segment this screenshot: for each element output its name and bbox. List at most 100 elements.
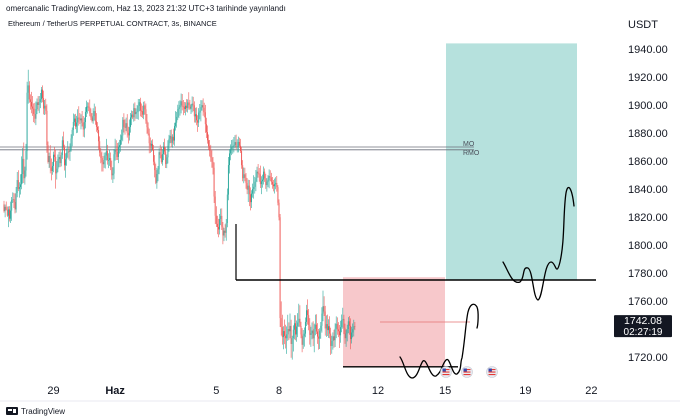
candle[interactable] bbox=[337, 322, 339, 338]
candle[interactable] bbox=[291, 335, 293, 360]
candle[interactable] bbox=[280, 301, 282, 336]
candle[interactable] bbox=[216, 215, 218, 235]
candle[interactable] bbox=[79, 112, 81, 125]
candle[interactable] bbox=[156, 167, 158, 189]
candle[interactable] bbox=[164, 138, 166, 155]
candle[interactable] bbox=[24, 166, 26, 185]
candle[interactable] bbox=[125, 117, 127, 132]
candle[interactable] bbox=[241, 146, 243, 169]
candle[interactable] bbox=[229, 149, 230, 174]
candle[interactable] bbox=[169, 130, 171, 144]
candle[interactable] bbox=[76, 115, 78, 134]
candle[interactable] bbox=[326, 314, 328, 336]
candle[interactable] bbox=[163, 142, 164, 161]
candle[interactable] bbox=[298, 303, 300, 327]
candle[interactable] bbox=[271, 176, 273, 189]
candle[interactable] bbox=[101, 151, 103, 172]
candle[interactable] bbox=[297, 313, 299, 338]
candle[interactable] bbox=[235, 134, 237, 150]
candle[interactable] bbox=[178, 101, 180, 119]
candle[interactable] bbox=[33, 103, 35, 123]
candle[interactable] bbox=[148, 128, 150, 154]
candle[interactable] bbox=[168, 134, 170, 152]
candle[interactable] bbox=[104, 152, 106, 169]
candle[interactable] bbox=[248, 180, 250, 207]
candle[interactable] bbox=[231, 140, 233, 156]
candle[interactable] bbox=[25, 143, 27, 177]
candle[interactable] bbox=[224, 224, 226, 238]
candle[interactable] bbox=[102, 155, 104, 172]
candle[interactable] bbox=[352, 323, 354, 338]
candle[interactable] bbox=[270, 172, 272, 185]
candle[interactable] bbox=[42, 85, 43, 103]
candle[interactable] bbox=[334, 323, 336, 348]
candle[interactable] bbox=[29, 94, 31, 110]
candle[interactable] bbox=[45, 98, 47, 115]
candle[interactable] bbox=[167, 140, 169, 164]
candle[interactable] bbox=[320, 322, 322, 339]
candle[interactable] bbox=[152, 139, 153, 151]
candle[interactable] bbox=[222, 222, 224, 245]
candle[interactable] bbox=[198, 108, 200, 127]
candle[interactable] bbox=[97, 122, 98, 134]
candle[interactable] bbox=[201, 100, 203, 111]
candle[interactable] bbox=[92, 108, 94, 124]
candle[interactable] bbox=[274, 178, 276, 194]
candle[interactable] bbox=[196, 107, 197, 126]
candle[interactable] bbox=[28, 81, 30, 103]
candle[interactable] bbox=[35, 101, 37, 126]
candle[interactable] bbox=[249, 187, 251, 211]
candle[interactable] bbox=[212, 156, 214, 175]
candle[interactable] bbox=[57, 154, 59, 173]
candle[interactable] bbox=[37, 96, 39, 111]
candle[interactable] bbox=[21, 156, 23, 190]
candle[interactable] bbox=[93, 103, 95, 121]
candle[interactable] bbox=[188, 92, 190, 110]
candle[interactable] bbox=[94, 106, 96, 125]
candle[interactable] bbox=[234, 135, 236, 148]
candle[interactable] bbox=[218, 218, 219, 238]
candle[interactable] bbox=[144, 101, 146, 115]
candle[interactable] bbox=[213, 162, 215, 203]
candle[interactable] bbox=[124, 119, 126, 135]
candle[interactable] bbox=[122, 117, 124, 142]
candle[interactable] bbox=[190, 104, 192, 114]
candle[interactable] bbox=[84, 107, 86, 129]
candle[interactable] bbox=[50, 158, 52, 181]
candle[interactable] bbox=[269, 170, 271, 182]
candle[interactable] bbox=[55, 149, 57, 189]
candle[interactable] bbox=[300, 321, 302, 339]
candle[interactable] bbox=[47, 141, 49, 164]
candle[interactable] bbox=[11, 196, 13, 221]
candle[interactable] bbox=[171, 134, 173, 148]
candle[interactable] bbox=[58, 151, 60, 168]
candle[interactable] bbox=[185, 102, 186, 116]
candle[interactable] bbox=[276, 175, 278, 192]
candle[interactable] bbox=[238, 137, 240, 148]
candle[interactable] bbox=[174, 122, 175, 146]
hand-drawn-projection-path[interactable] bbox=[502, 186, 575, 301]
candle[interactable] bbox=[80, 114, 82, 130]
candle[interactable] bbox=[141, 103, 142, 118]
candle[interactable] bbox=[67, 141, 69, 158]
candle[interactable] bbox=[308, 308, 310, 331]
candle[interactable] bbox=[288, 322, 290, 341]
y-axis[interactable]: 1720.001740.001760.001780.001800.001820.… bbox=[628, 44, 668, 364]
candle[interactable] bbox=[112, 167, 114, 183]
candle[interactable] bbox=[192, 96, 194, 112]
candle[interactable] bbox=[193, 101, 195, 123]
candle[interactable] bbox=[181, 93, 183, 111]
candle[interactable] bbox=[281, 314, 283, 345]
candle[interactable] bbox=[254, 176, 256, 194]
candle[interactable] bbox=[161, 149, 163, 166]
candle[interactable] bbox=[317, 323, 318, 344]
candle[interactable] bbox=[301, 328, 303, 353]
candle[interactable] bbox=[321, 307, 323, 333]
candle[interactable] bbox=[350, 318, 351, 350]
candle[interactable] bbox=[302, 329, 304, 349]
candle[interactable] bbox=[215, 206, 217, 227]
candle[interactable] bbox=[68, 146, 70, 160]
candle[interactable] bbox=[286, 326, 288, 354]
candle[interactable] bbox=[221, 208, 223, 231]
candle[interactable] bbox=[14, 193, 16, 214]
